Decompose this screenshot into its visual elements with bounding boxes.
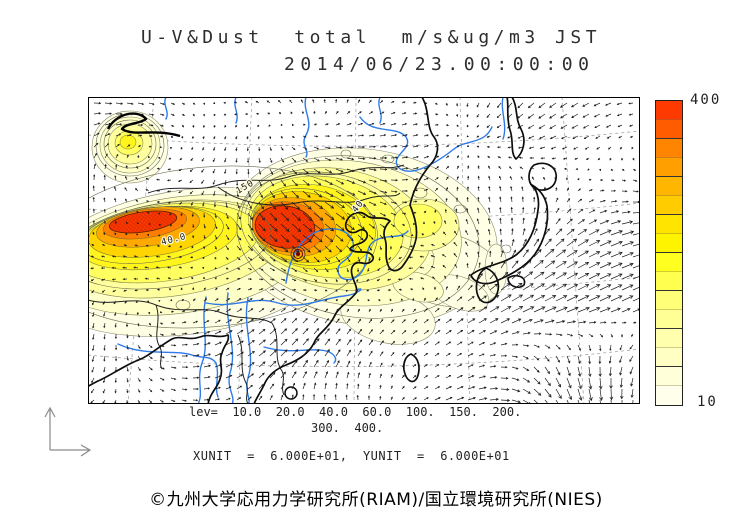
peak-concentration-marker — [290, 246, 306, 262]
colorbar-segment — [656, 101, 682, 120]
plot-title: U-V&Dust total m/s&ug/m3 JST — [140, 27, 602, 48]
coastlines — [88, 97, 557, 404]
colorbar-min-label: 10 — [697, 394, 718, 410]
colorbar-segment — [656, 158, 682, 177]
colorbar-segment — [656, 215, 682, 234]
wind-vectors — [90, 98, 640, 404]
colorbar-segment — [656, 310, 682, 329]
axis-orientation-icon — [44, 406, 92, 457]
contour-levels-legend-line1: lev= 10.0 20.0 40.0 60.0 100. 150. 200. — [189, 405, 522, 419]
colorbar-segment — [656, 120, 682, 139]
contour-levels-legend-line2: 300. 400. — [311, 421, 384, 435]
colorbar-segment — [656, 234, 682, 253]
colorbar-segment — [656, 196, 682, 215]
colorbar-segment — [656, 177, 682, 196]
credit-footer: ©九州大学応用力学研究所(RIAM)/国立環境研究所(NIES) — [149, 490, 603, 510]
plot-datetime: 2014/06/23.00:00:00 — [284, 54, 595, 75]
colorbar-segment — [656, 329, 682, 348]
colorbar-segment — [656, 253, 682, 272]
forecast-map: 40.0 150 40 — [88, 97, 640, 404]
political-borders — [88, 164, 405, 404]
colorbar-segment — [656, 348, 682, 367]
colorbar-max-label: 400 — [690, 92, 722, 108]
map-frame — [88, 97, 640, 404]
colorbar — [655, 100, 683, 406]
colorbar-segment — [656, 367, 682, 386]
colorbar-segment — [656, 386, 682, 405]
colorbar-segment — [656, 272, 682, 291]
colorbar-segment — [656, 291, 682, 310]
unit-legend: XUNIT = 6.000E+01, YUNIT = 6.000E+01 — [193, 449, 510, 463]
colorbar-segment — [656, 139, 682, 158]
